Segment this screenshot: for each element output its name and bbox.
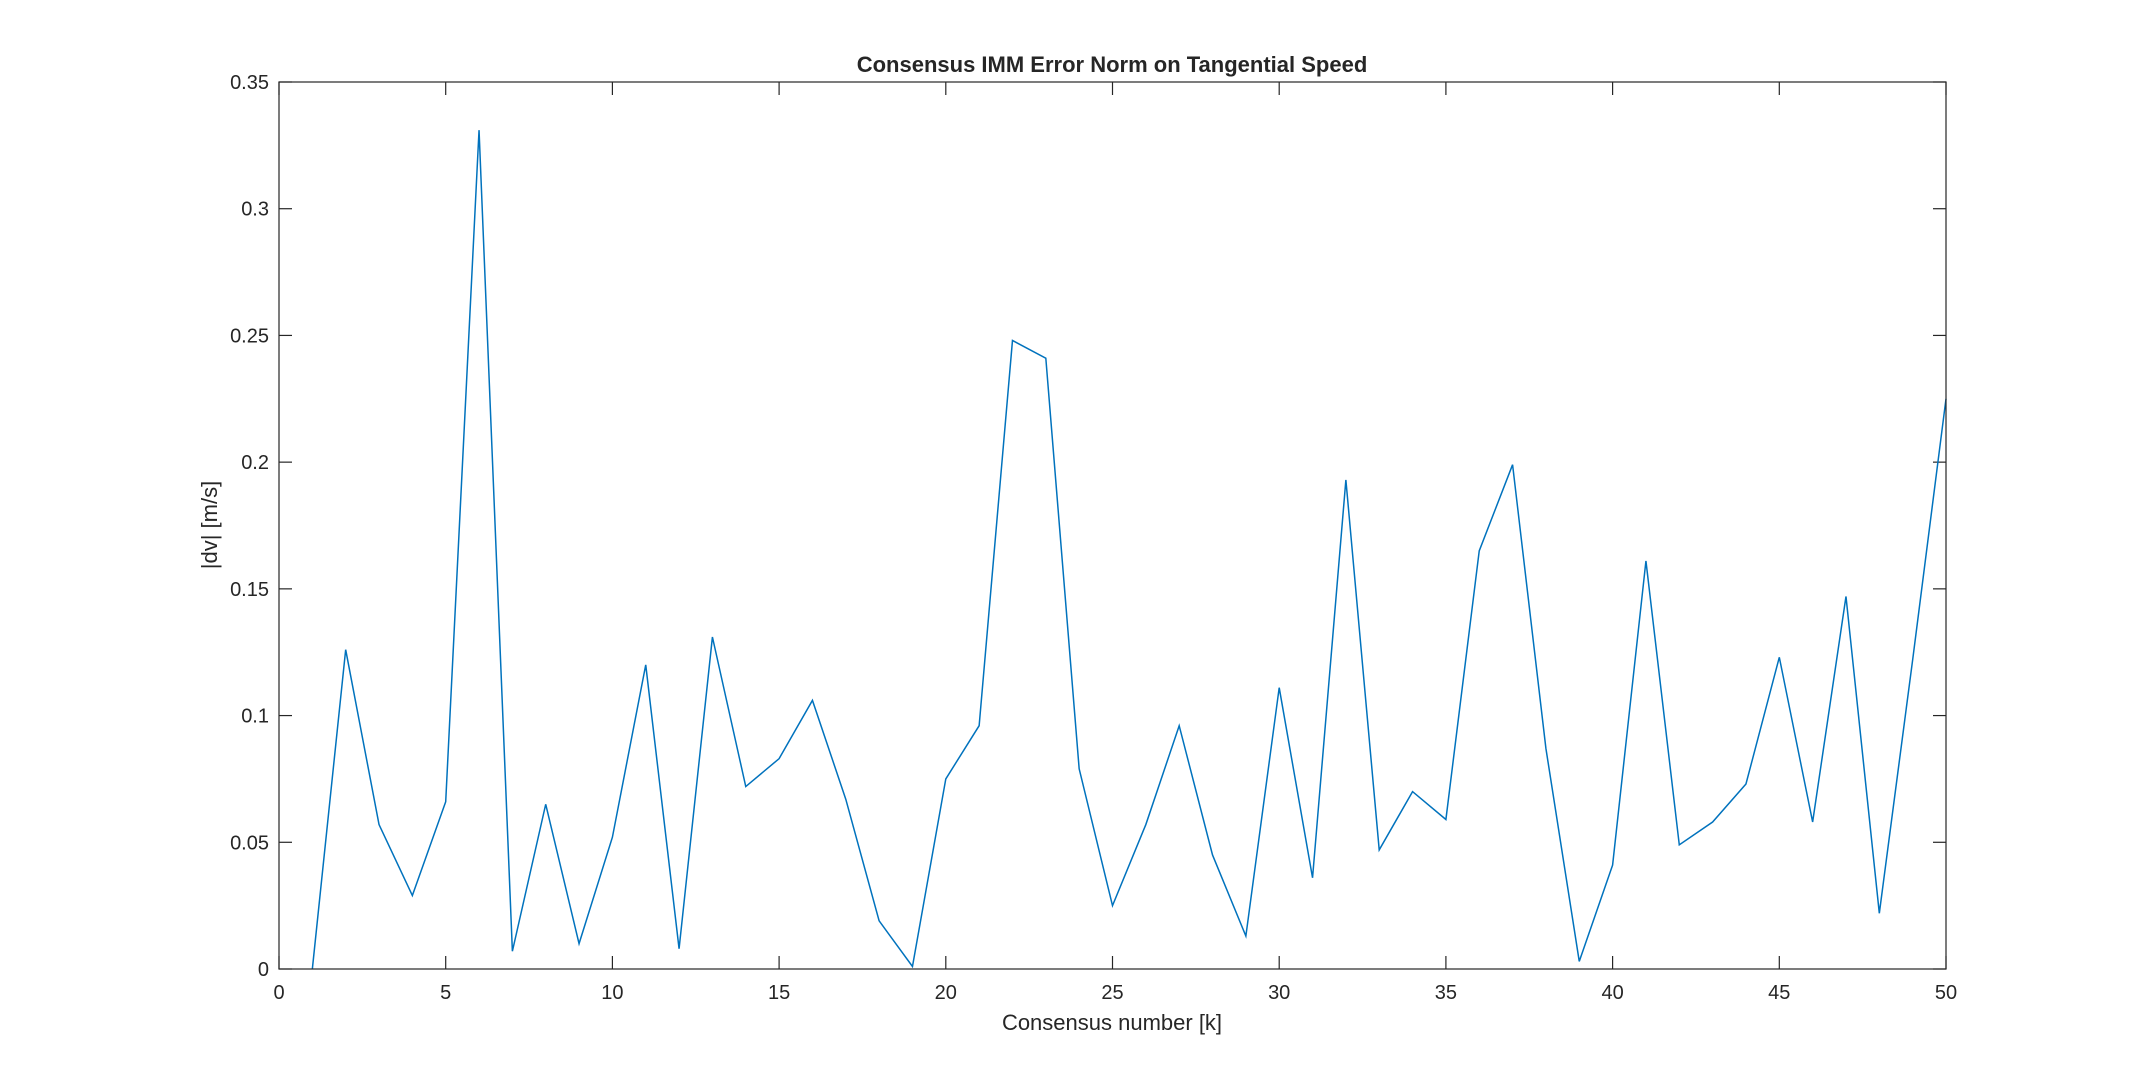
tick-labels: 0 5 10 15 20 25 30 35 40 45 50 0 0.05 0.1 0.15 0.2 0.25 0… xyxy=(230,72,1957,1004)
x-tick-label: 15 xyxy=(768,982,790,1004)
x-tick-label: 5 xyxy=(440,982,451,1004)
x-axis-label: Consensus number [k] xyxy=(1002,1010,1222,1035)
y-tick-label: 0.05 xyxy=(230,832,269,854)
y-tick-label: 0.3 xyxy=(241,199,269,221)
y-tick-label: 0.15 xyxy=(230,579,269,601)
axes-box xyxy=(278,81,1947,970)
x-tick-label: 20 xyxy=(935,982,957,1004)
y-tick-label: 0.25 xyxy=(230,325,269,347)
y-tick-label: 0 xyxy=(258,959,269,981)
x-tick-label: 50 xyxy=(1935,982,1957,1004)
plot-area xyxy=(279,82,1946,969)
x-tick-label: 0 xyxy=(273,982,284,1004)
y-tick-label: 0.2 xyxy=(241,452,269,474)
x-tick-label: 10 xyxy=(601,982,623,1004)
x-tick-label: 40 xyxy=(1601,982,1623,1004)
y-axis-label: |dv| [m/s] xyxy=(197,481,222,569)
x-tick-label: 45 xyxy=(1768,982,1790,1004)
x-tick-label: 30 xyxy=(1268,982,1290,1004)
y-tick-label: 0.1 xyxy=(241,706,269,728)
chart-title: Consensus IMM Error Norm on Tangential S… xyxy=(857,52,1368,77)
x-tick-label: 35 xyxy=(1435,982,1457,1004)
x-tick-label: 25 xyxy=(1101,982,1123,1004)
y-tick-label: 0.35 xyxy=(230,72,269,94)
series-line xyxy=(311,130,1947,970)
